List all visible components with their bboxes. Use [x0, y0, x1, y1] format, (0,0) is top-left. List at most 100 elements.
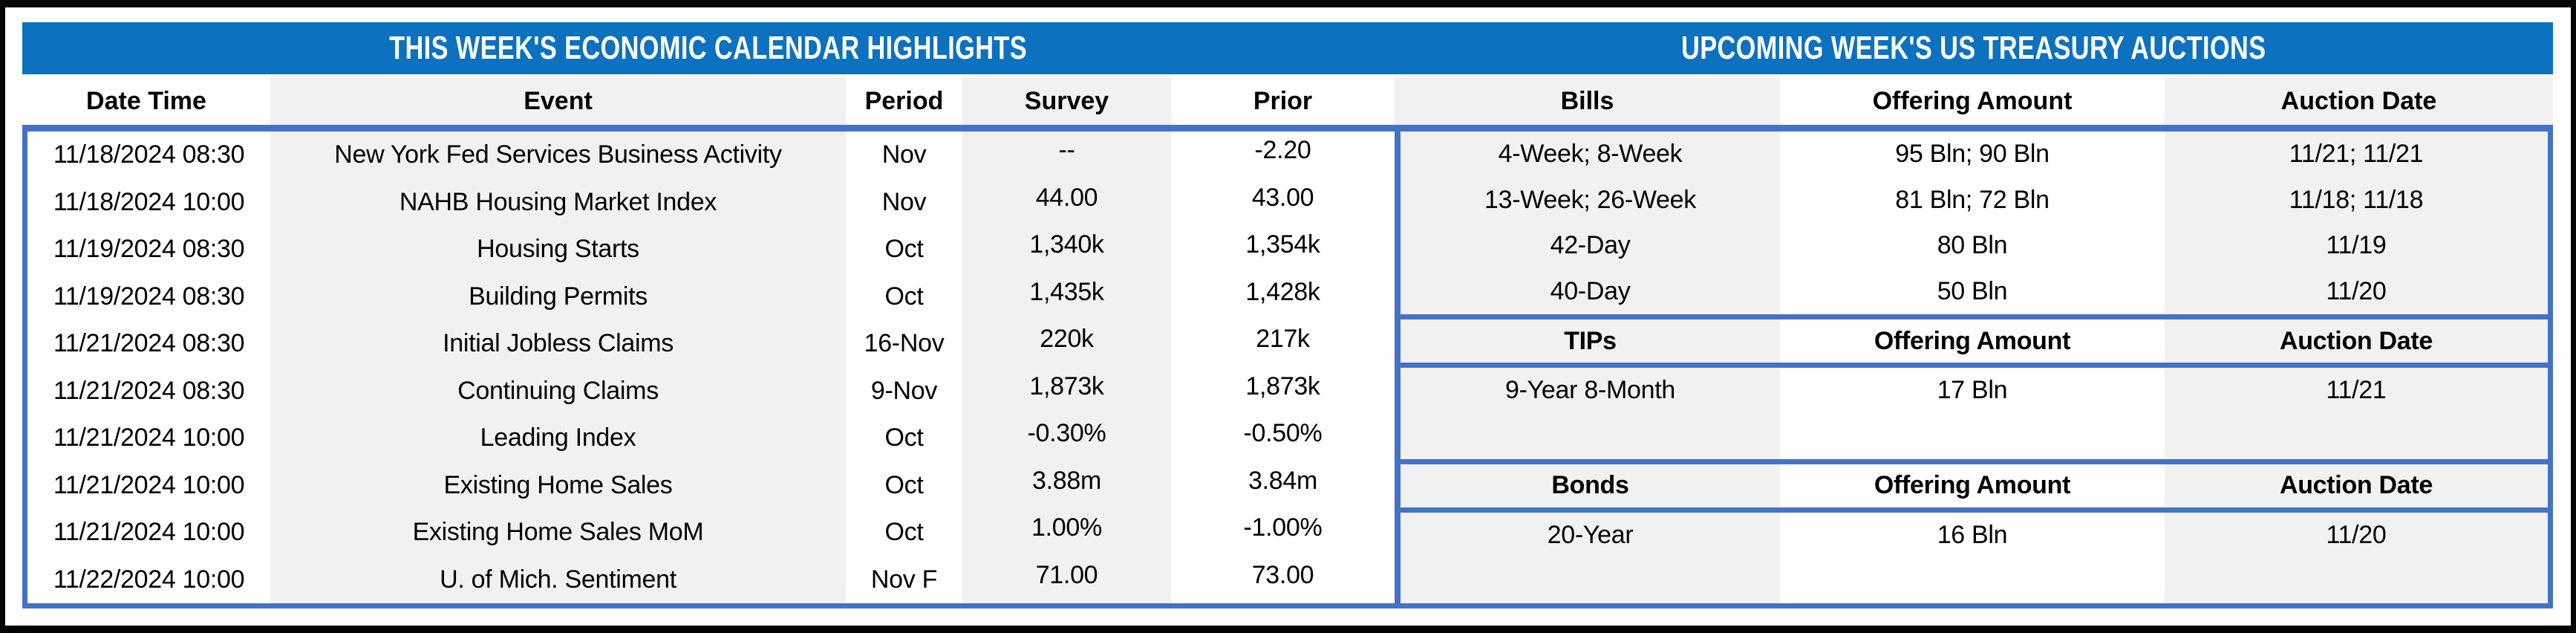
section-header-tips: TIPs — [1401, 319, 1780, 363]
column-header-survey: Survey — [962, 77, 1171, 125]
table-row: 11/21/2024 10:00 Leading Index Oct -0.30… — [27, 415, 1395, 462]
prior-cell: -2.20 — [1254, 136, 1311, 165]
prior-cell: 43.00 — [1251, 183, 1314, 212]
period-cell: Oct — [884, 235, 924, 264]
table-row: 11/18/2024 08:30 New York Fed Services B… — [27, 132, 1395, 179]
survey-cell: 71.00 — [962, 556, 1171, 603]
survey-cell: 44.00 — [962, 178, 1171, 226]
period-cell: Oct — [884, 470, 924, 499]
empty-cell — [1780, 558, 2165, 603]
survey-cell: -- — [962, 132, 1171, 179]
period-cell: Nov F — [870, 565, 938, 594]
empty-cell — [1401, 557, 1780, 603]
table-row: 11/21/2024 08:30 Continuing Claims 9-Nov… — [27, 367, 1395, 415]
period-cell: 9-Nov — [870, 376, 938, 405]
offering-amount-cell: 50 Bln — [1937, 276, 2008, 305]
prior-cell: -1.00% — [1243, 513, 1323, 542]
economic-calendar-table: 11/18/2024 08:30 New York Fed Services B… — [22, 132, 1395, 608]
period-cell: Oct — [884, 423, 924, 452]
date-time-cell: 11/21/2024 10:00 — [53, 470, 245, 499]
event-cell: Leading Index — [270, 415, 846, 462]
survey-cell: 220k — [962, 320, 1171, 368]
header-divider — [22, 125, 2553, 132]
date-time-cell: 11/18/2024 10:00 — [53, 187, 245, 216]
prior-cell: -0.50% — [1243, 419, 1323, 448]
title-band: THIS WEEK'S ECONOMIC CALENDAR HIGHLIGHTS… — [22, 22, 2553, 74]
empty-row — [1401, 557, 2548, 603]
table-row: 40-Day 50 Bln 11/20 — [1401, 268, 2548, 314]
survey-cell: 3.88m — [962, 461, 1171, 509]
empty-cell — [1780, 414, 2165, 459]
offering-amount-cell: 95 Bln; 90 Bln — [1895, 140, 2050, 169]
auction-date-cell: 11/21; 11/21 — [2165, 132, 2548, 178]
column-header-auction-date: Auction Date — [2165, 77, 2553, 125]
section-header-auction-date: Auction Date — [2165, 319, 2548, 363]
table-row: 4-Week; 8-Week 95 Bln; 90 Bln 11/21; 11/… — [1401, 132, 2548, 178]
auction-date-cell: 11/21 — [2165, 368, 2548, 414]
offering-amount-cell: 81 Bln; 72 Bln — [1895, 185, 2050, 214]
period-cell: Oct — [884, 518, 924, 547]
table-row: 11/19/2024 08:30 Housing Starts Oct 1,34… — [27, 226, 1395, 273]
table-row: 11/21/2024 10:00 Existing Home Sales MoM… — [27, 509, 1395, 556]
bonds-header-row: Bonds Offering Amount Auction Date — [1401, 464, 2548, 507]
auction-date-cell: 11/19 — [2165, 223, 2548, 269]
auction-date-cell: 11/20 — [2165, 268, 2548, 314]
auction-date-cell: 11/18; 11/18 — [2165, 177, 2548, 223]
column-header-date-time: Date Time — [86, 86, 206, 115]
offering-amount-cell: 80 Bln — [1937, 231, 2008, 260]
date-time-cell: 11/21/2024 10:00 — [53, 518, 245, 547]
tips-cell: 9-Year 8-Month — [1401, 368, 1780, 414]
period-cell: Nov — [881, 140, 927, 169]
bills-cell: 4-Week; 8-Week — [1401, 132, 1780, 178]
prior-cell: 1,354k — [1245, 230, 1320, 259]
event-cell: Existing Home Sales — [270, 461, 846, 509]
survey-cell: 1,873k — [962, 367, 1171, 415]
report-content: THIS WEEK'S ECONOMIC CALENDAR HIGHLIGHTS… — [22, 22, 2553, 608]
section-header-bonds: Bonds — [1401, 464, 1780, 507]
date-time-cell: 11/18/2024 08:30 — [53, 140, 245, 169]
bills-cell: 42-Day — [1401, 223, 1780, 269]
table-row: 9-Year 8-Month 17 Bln 11/21 — [1401, 368, 2548, 414]
section-divider — [1401, 458, 2548, 464]
table-row: 11/22/2024 10:00 U. of Mich. Sentiment N… — [27, 556, 1395, 603]
survey-cell: 1.00% — [962, 509, 1171, 556]
section-header-auction-date: Auction Date — [2165, 464, 2548, 507]
prior-cell: 73.00 — [1251, 560, 1314, 589]
prior-cell: 217k — [1256, 325, 1310, 354]
section-header-offering-amount: Offering Amount — [1874, 471, 2071, 500]
table-row: 42-Day 80 Bln 11/19 — [1401, 223, 2548, 269]
empty-cell — [2165, 413, 2548, 459]
date-time-cell: 11/21/2024 08:30 — [53, 329, 245, 358]
table-row: 11/18/2024 10:00 NAHB Housing Market Ind… — [27, 178, 1395, 226]
bonds-cell: 20-Year — [1401, 512, 1780, 558]
empty-cell — [1401, 413, 1780, 459]
date-time-cell: 11/21/2024 10:00 — [53, 423, 245, 452]
offering-amount-cell: 17 Bln — [1937, 376, 2008, 405]
prior-cell: 1,873k — [1245, 371, 1320, 400]
event-cell: NAHB Housing Market Index — [270, 178, 846, 226]
survey-cell: 1,340k — [962, 226, 1171, 273]
period-cell: Nov — [881, 187, 927, 216]
period-cell: 16-Nov — [864, 329, 945, 358]
event-cell: Continuing Claims — [270, 367, 846, 415]
event-cell: Housing Starts — [270, 226, 846, 273]
section-divider — [1401, 314, 2548, 319]
event-cell: Initial Jobless Claims — [270, 320, 846, 368]
section-divider — [1401, 507, 2548, 513]
date-time-cell: 11/22/2024 10:00 — [53, 565, 245, 594]
section-header-offering-amount: Offering Amount — [1874, 326, 2071, 355]
prior-cell: 1,428k — [1245, 277, 1320, 306]
empty-cell — [2165, 557, 2548, 603]
prior-cell: 3.84m — [1248, 466, 1317, 495]
section-divider — [1401, 363, 2548, 368]
tips-header-row: TIPs Offering Amount Auction Date — [1401, 319, 2548, 363]
bills-cell: 40-Day — [1401, 268, 1780, 314]
date-time-cell: 11/21/2024 08:30 — [53, 376, 245, 405]
economic-calendar-title-text: THIS WEEK'S ECONOMIC CALENDAR HIGHLIGHTS — [389, 30, 1028, 66]
offering-amount-cell: 16 Bln — [1937, 520, 2008, 549]
table-row: 11/19/2024 08:30 Building Permits Oct 1,… — [27, 273, 1395, 320]
event-cell: Existing Home Sales MoM — [270, 509, 846, 556]
economic-calendar-title: THIS WEEK'S ECONOMIC CALENDAR HIGHLIGHTS — [22, 22, 1395, 74]
survey-cell: -0.30% — [962, 415, 1171, 462]
